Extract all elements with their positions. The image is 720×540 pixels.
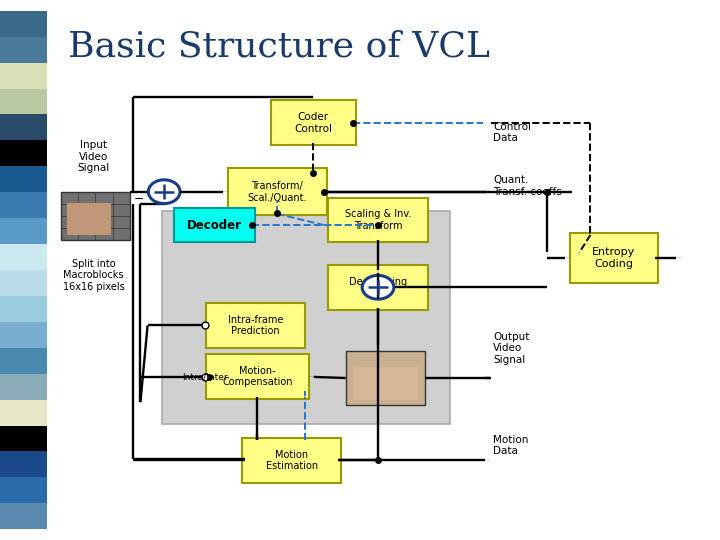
Text: Control
Data: Control Data xyxy=(493,122,531,143)
FancyBboxPatch shape xyxy=(228,168,327,215)
Circle shape xyxy=(148,180,180,204)
Bar xyxy=(0,37,47,63)
FancyBboxPatch shape xyxy=(328,265,428,310)
Bar xyxy=(0,244,47,270)
Text: Coder
Control: Coder Control xyxy=(294,112,332,134)
FancyBboxPatch shape xyxy=(242,438,341,483)
Text: Scaling & Inv.
Transform: Scaling & Inv. Transform xyxy=(345,209,411,231)
Bar xyxy=(0,322,47,348)
Text: Motion
Data: Motion Data xyxy=(493,435,528,456)
FancyBboxPatch shape xyxy=(67,203,112,235)
Text: Intra-frame
Prediction: Intra-frame Prediction xyxy=(228,314,283,336)
Bar xyxy=(0,451,47,477)
Text: Basic Structure of VCL: Basic Structure of VCL xyxy=(68,30,490,64)
Bar xyxy=(0,426,47,451)
FancyBboxPatch shape xyxy=(61,192,130,240)
Circle shape xyxy=(362,275,394,299)
Text: Split into
Macroblocks
16x16 pixels: Split into Macroblocks 16x16 pixels xyxy=(63,259,125,292)
FancyBboxPatch shape xyxy=(271,100,356,145)
Text: Entropy
Coding: Entropy Coding xyxy=(592,247,636,269)
Text: De-blocking
Filter: De-blocking Filter xyxy=(349,276,407,298)
Text: Intra/Inter: Intra/Inter xyxy=(182,373,228,381)
Text: Decoder: Decoder xyxy=(186,219,242,232)
FancyBboxPatch shape xyxy=(328,198,428,242)
Bar xyxy=(0,11,47,37)
FancyBboxPatch shape xyxy=(353,367,418,400)
Bar xyxy=(0,192,47,218)
Bar xyxy=(0,218,47,244)
Text: Transform/
Scal./Quant.: Transform/ Scal./Quant. xyxy=(248,181,307,202)
FancyBboxPatch shape xyxy=(346,351,425,405)
Bar xyxy=(0,166,47,192)
FancyBboxPatch shape xyxy=(570,233,658,283)
Bar xyxy=(0,477,47,503)
Bar xyxy=(0,140,47,166)
Bar xyxy=(0,348,47,374)
Bar xyxy=(0,114,47,140)
FancyBboxPatch shape xyxy=(206,354,309,399)
Text: Quant.
Transf. coeffs: Quant. Transf. coeffs xyxy=(493,176,562,197)
Text: Motion-
Compensation: Motion- Compensation xyxy=(222,366,292,388)
Text: Output
Video
Signal: Output Video Signal xyxy=(493,332,530,365)
Text: Motion
Estimation: Motion Estimation xyxy=(266,449,318,471)
Text: −: − xyxy=(134,193,144,206)
FancyBboxPatch shape xyxy=(206,303,305,348)
Bar xyxy=(0,296,47,322)
Bar xyxy=(0,89,47,114)
Bar xyxy=(0,400,47,426)
FancyBboxPatch shape xyxy=(162,211,450,424)
Bar xyxy=(0,63,47,89)
FancyBboxPatch shape xyxy=(174,208,255,242)
Text: Input
Video
Signal: Input Video Signal xyxy=(78,140,109,173)
Bar xyxy=(0,374,47,400)
Bar xyxy=(0,270,47,296)
Bar xyxy=(0,503,47,529)
